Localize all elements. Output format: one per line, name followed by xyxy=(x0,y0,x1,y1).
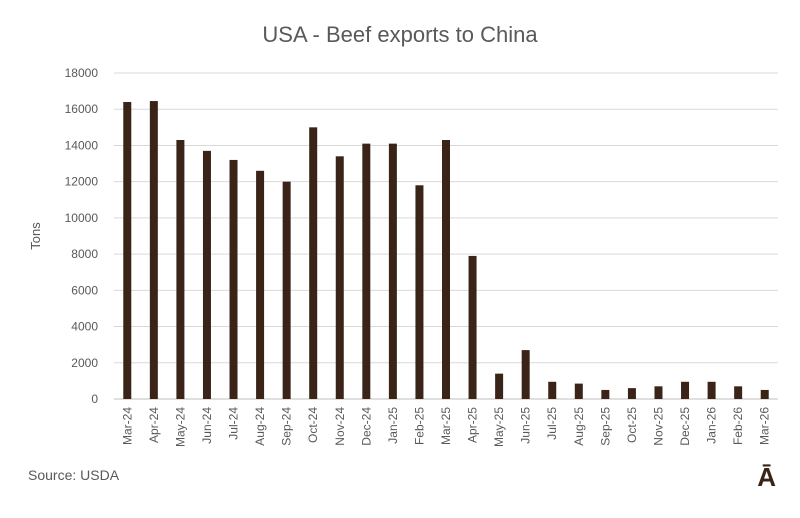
x-tick-label: Mar-24 xyxy=(120,407,134,445)
x-tick-label: Jun-24 xyxy=(200,407,214,444)
x-tick-label: Jun-25 xyxy=(519,407,533,444)
bar-jan-25 xyxy=(388,143,397,399)
x-tick-label: Aug-25 xyxy=(572,407,586,446)
y-tick-label: 2000 xyxy=(71,356,98,370)
bar-feb-25 xyxy=(415,185,424,399)
bar-jan-26 xyxy=(707,381,716,399)
y-axis-ticks: 0 2000 4000 6000 8000 10000 12000 14000 16000 180… xyxy=(65,66,99,406)
y-axis-label: Tons xyxy=(28,222,43,250)
bar-aug-24 xyxy=(256,170,265,399)
bar-may-24 xyxy=(176,140,185,399)
x-tick-label: Jul-24 xyxy=(227,407,241,440)
chart-title: USA - Beef exports to China xyxy=(262,22,538,47)
bar-jul-25 xyxy=(548,381,557,399)
x-tick-label: Apr-25 xyxy=(466,407,480,443)
x-tick-label: Oct-25 xyxy=(625,407,639,443)
bar-jul-24 xyxy=(229,159,238,399)
y-tick-label: 12000 xyxy=(65,175,99,189)
source-note: Source: USDA xyxy=(28,467,120,483)
bar-mar-26 xyxy=(760,389,769,399)
x-tick-label: Mar-26 xyxy=(758,407,772,445)
x-tick-label: Nov-25 xyxy=(651,407,665,446)
bar-jun-24 xyxy=(202,150,211,399)
y-tick-label: 6000 xyxy=(71,283,98,297)
y-tick-label: 8000 xyxy=(71,247,98,261)
x-tick-label: May-24 xyxy=(173,407,187,447)
x-tick-label: Feb-26 xyxy=(731,407,745,445)
bar-oct-24 xyxy=(309,127,318,399)
x-tick-label: Apr-24 xyxy=(147,407,161,443)
bar-apr-24 xyxy=(149,101,158,400)
x-tick-label: May-25 xyxy=(492,407,506,447)
x-tick-label: Dec-25 xyxy=(678,407,692,446)
x-tick-label: Mar-25 xyxy=(439,407,453,445)
x-tick-label: Jan-25 xyxy=(386,407,400,444)
x-axis-ticks: Mar-24 Apr-24 May-24 Jun-24 Jul-24 Aug-24 Sep-… xyxy=(120,407,771,447)
bar-jun-25 xyxy=(521,350,530,399)
y-tick-label: 16000 xyxy=(65,102,99,116)
bar-dec-24 xyxy=(362,143,371,399)
bar-apr-25 xyxy=(468,255,477,399)
bar-nov-25 xyxy=(654,386,663,399)
bar-sep-25 xyxy=(601,389,610,399)
x-tick-label: Feb-25 xyxy=(412,407,426,445)
bar-mar-24 xyxy=(123,101,132,399)
bar-mar-25 xyxy=(442,140,450,399)
y-tick-label: 0 xyxy=(91,392,98,406)
bar-oct-25 xyxy=(627,388,636,399)
bar-sep-24 xyxy=(282,181,291,399)
y-tick-label: 4000 xyxy=(71,320,98,334)
y-tick-label: 10000 xyxy=(65,211,99,225)
bar-feb-26 xyxy=(734,386,743,399)
y-tick-label: 14000 xyxy=(65,138,99,152)
bar-may-25 xyxy=(495,373,504,399)
brand-logo: Ā xyxy=(757,462,776,492)
x-tick-label: Nov-24 xyxy=(333,407,347,446)
x-tick-label: Aug-24 xyxy=(253,407,267,446)
bar-dec-25 xyxy=(681,381,690,399)
bars xyxy=(123,101,769,400)
bar-nov-24 xyxy=(335,156,344,399)
bar-aug-25 xyxy=(574,383,583,399)
x-tick-label: Oct-24 xyxy=(306,407,320,443)
x-tick-label: Jul-25 xyxy=(545,407,559,440)
x-tick-label: Sep-24 xyxy=(280,407,294,446)
x-tick-label: Sep-25 xyxy=(598,407,612,446)
y-tick-label: 18000 xyxy=(65,66,99,80)
x-tick-label: Jan-26 xyxy=(705,407,719,444)
x-tick-label: Dec-24 xyxy=(359,407,373,446)
